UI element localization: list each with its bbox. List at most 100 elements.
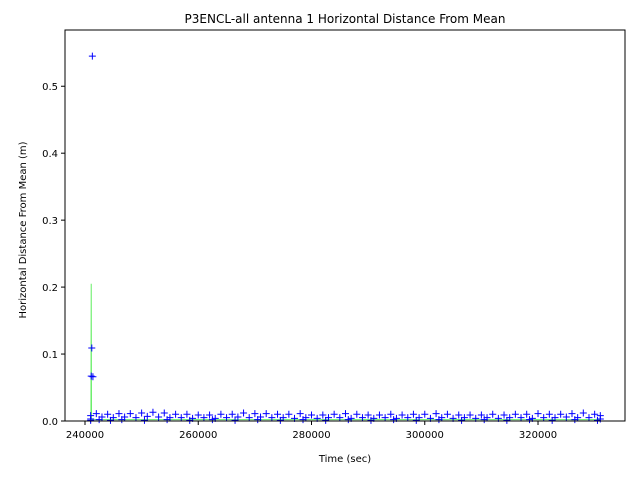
data-point <box>322 416 330 424</box>
data-point <box>183 410 191 418</box>
data-point <box>251 410 259 418</box>
data-point <box>296 410 304 418</box>
data-point <box>593 416 601 424</box>
data-point <box>88 52 96 60</box>
data-point <box>571 416 579 424</box>
data-point <box>409 410 417 418</box>
data-point <box>254 416 262 424</box>
data-line <box>90 283 601 421</box>
data-point <box>455 411 463 419</box>
data-point <box>319 411 327 419</box>
data-point <box>523 410 531 418</box>
plot-frame <box>64 29 626 422</box>
data-point <box>364 411 372 419</box>
data-point <box>92 410 100 418</box>
data-point <box>172 410 180 418</box>
data-point <box>138 409 146 417</box>
data-point <box>155 413 163 421</box>
data-point <box>367 416 375 424</box>
data-point <box>106 416 114 424</box>
data-point <box>435 416 443 424</box>
data-point <box>381 414 389 422</box>
chart-title: P3ENCL-all antenna 1 Horizontal Distance… <box>185 12 506 26</box>
data-point <box>217 410 225 418</box>
data-point <box>511 410 519 418</box>
data-point <box>548 416 556 424</box>
data-point <box>579 409 587 417</box>
data-point <box>200 414 208 422</box>
data-point <box>489 410 497 418</box>
data-point <box>480 416 488 424</box>
data-point <box>568 410 576 418</box>
data-point <box>231 416 239 424</box>
data-point <box>262 410 270 418</box>
x-tick-label: 320000 <box>519 430 557 441</box>
data-point <box>375 411 383 419</box>
data-point <box>89 373 97 381</box>
data-point <box>274 410 282 418</box>
data-point <box>534 410 542 418</box>
x-tick-label: 240000 <box>66 430 104 441</box>
data-point <box>132 414 140 422</box>
y-tick-label: 0.3 <box>42 216 58 227</box>
data-point <box>353 410 361 418</box>
data-point <box>88 344 96 352</box>
data-point <box>308 411 316 419</box>
y-tick-label: 0.2 <box>42 283 58 294</box>
data-point <box>443 410 451 418</box>
data-point <box>160 409 168 417</box>
data-point <box>177 414 185 422</box>
data-point <box>149 408 157 416</box>
data-point <box>398 411 406 419</box>
data-point <box>526 416 534 424</box>
x-tick-label: 300000 <box>406 430 444 441</box>
y-tick-label: 0.4 <box>42 149 58 160</box>
y-axis-label: Horizontal Distance From Mean (m) <box>18 141 29 318</box>
data-point <box>500 411 508 419</box>
data-point <box>404 414 412 422</box>
data-point <box>545 410 553 418</box>
data-point <box>104 410 112 418</box>
x-tick-label: 260000 <box>179 430 217 441</box>
data-point <box>95 416 103 424</box>
data-point <box>591 410 599 418</box>
data-point <box>240 409 248 417</box>
data-point <box>126 410 134 418</box>
data-point <box>118 416 126 424</box>
data-point <box>341 410 349 418</box>
data-point <box>285 410 293 418</box>
data-point <box>432 410 440 418</box>
data-point <box>186 416 194 424</box>
x-axis-label: Time (sec) <box>318 454 371 465</box>
data-point <box>330 410 338 418</box>
data-point <box>540 414 548 422</box>
data-point <box>387 410 395 418</box>
data-point <box>163 416 171 424</box>
y-tick-label: 0.1 <box>42 350 58 361</box>
data-point <box>585 414 593 422</box>
data-point <box>466 411 474 419</box>
data-point <box>115 410 123 418</box>
data-point <box>223 414 231 422</box>
data-point <box>245 414 253 422</box>
data-point <box>421 410 429 418</box>
data-point <box>517 414 525 422</box>
data-point <box>268 414 276 422</box>
data-point <box>87 372 95 380</box>
y-tick-label: 0.5 <box>42 82 58 93</box>
data-point <box>206 411 214 419</box>
data-point <box>390 416 398 424</box>
data-point <box>412 416 420 424</box>
data-point <box>143 412 151 420</box>
x-tick-label: 280000 <box>292 430 330 441</box>
data-point <box>358 414 366 422</box>
data-point <box>208 416 216 424</box>
data-point <box>503 416 511 424</box>
data-point <box>228 410 236 418</box>
data-point <box>477 411 485 419</box>
data-point <box>336 414 344 422</box>
y-tick-label: 0.0 <box>42 417 58 428</box>
data-point <box>344 416 352 424</box>
data-point <box>140 416 148 424</box>
